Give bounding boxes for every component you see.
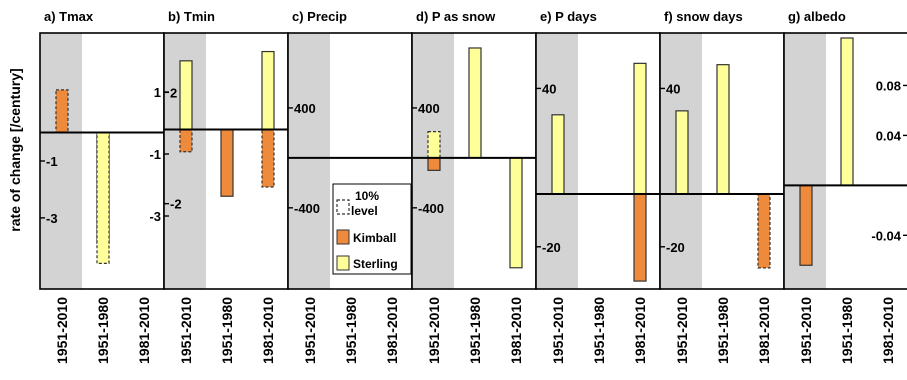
bar-sterling-1951-1980 xyxy=(96,131,110,265)
panel-title: a) Tmax xyxy=(44,9,94,24)
shade-lower xyxy=(660,193,702,289)
panel-5: f) snow days 40 -20 1951-2010 1951-1980 1981-… xyxy=(659,9,785,364)
shade-lower xyxy=(40,132,82,289)
legend-swatch-kimball xyxy=(336,229,350,245)
x-tick-label: 1981-2010 xyxy=(260,297,276,364)
x-tick-label: 1951-2010 xyxy=(798,297,814,364)
tick-label: -0.04 xyxy=(871,228,901,243)
shade-lower xyxy=(288,157,330,289)
x-tick-label: 1981-2010 xyxy=(756,297,772,364)
left-tick-label: -1 xyxy=(149,147,161,162)
bar-sterling-1951-2010 xyxy=(675,110,689,195)
tick-label: -400 xyxy=(418,201,444,216)
legend-label-kimball: Kimball xyxy=(353,231,396,245)
bar-sterling-1951-2010 xyxy=(427,131,441,159)
bar-kimball-1951-2010 xyxy=(427,157,441,171)
bar-sterling-1981-2010 xyxy=(633,62,647,195)
bar-kimball-1951-2010 xyxy=(179,128,193,153)
tick-label: -20 xyxy=(542,240,561,255)
legend: 10%level Kimball Sterling xyxy=(332,183,412,275)
bar-kimball-1951-2010 xyxy=(799,184,813,266)
x-tick-label: 1951-2010 xyxy=(426,297,442,364)
tick-label: -3 xyxy=(46,211,58,226)
x-tick-label: 1951-1980 xyxy=(839,297,855,364)
bar-kimball-1951-1980 xyxy=(220,128,234,197)
panel-2: c) Precip 400 -400 1951-2010 1951-1980 1981-2… xyxy=(287,9,413,364)
panel-title: d) P as snow xyxy=(416,9,496,24)
x-tick-label: 1951-2010 xyxy=(302,297,318,364)
shade-lower xyxy=(164,129,206,289)
x-tick-label: 1951-2010 xyxy=(674,297,690,364)
x-tick-label: 1951-1980 xyxy=(343,297,359,364)
legend-sig-label-2: level xyxy=(351,204,378,218)
x-tick-label: 1951-2010 xyxy=(550,297,566,364)
bar-sterling-1951-1980 xyxy=(840,37,854,186)
panel-title: e) P days xyxy=(540,9,597,24)
x-tick-label: 1951-2010 xyxy=(54,297,70,364)
x-tick-label: 1951-1980 xyxy=(219,297,235,364)
tick-label: 0.04 xyxy=(876,128,902,143)
tick-label: -20 xyxy=(666,240,685,255)
bar-sterling-1981-2010 xyxy=(261,50,275,131)
tick-label: 40 xyxy=(666,81,680,96)
x-tick-label: 1951-2010 xyxy=(178,297,194,364)
legend-sig-label-1: 10% xyxy=(355,189,379,203)
bar-sterling-1951-2010 xyxy=(551,114,565,195)
panel-4: e) P days 40 -20 1951-2010 1951-1980 1981-201… xyxy=(535,9,661,364)
x-tick-label: 1981-2010 xyxy=(136,297,152,364)
tick-label: -2 xyxy=(170,197,182,212)
legend-swatch-sterling xyxy=(336,255,350,271)
x-tick-label: 1951-1980 xyxy=(467,297,483,364)
panel-0: a) Tmax -1 -3 1951-2010 1951-1980 1981-2010 xyxy=(39,9,165,364)
bar-kimball-1951-2010 xyxy=(55,89,69,134)
panel-title: c) Precip xyxy=(292,9,347,24)
tick-label: 40 xyxy=(542,81,556,96)
bar-sterling-1951-2010 xyxy=(179,60,193,131)
bar-kimball-1981-2010 xyxy=(261,128,275,188)
panel-title: g) albedo xyxy=(788,9,846,24)
left-tick-label: -3 xyxy=(149,209,161,224)
tick-label: 2 xyxy=(170,85,177,100)
left-tick-label: 1 xyxy=(154,85,161,100)
tick-label: 400 xyxy=(418,101,440,116)
x-tick-label: 1951-1980 xyxy=(95,297,111,364)
y-axis-label: rate of change [/century] xyxy=(7,68,23,231)
tick-label: 0.08 xyxy=(876,78,901,93)
bar-sterling-1981-2010 xyxy=(509,157,523,269)
bar-sterling-1951-1980 xyxy=(716,64,730,195)
bar-sterling-1951-1980 xyxy=(468,47,482,159)
panel-6: g) albedo 0.08 0.04 -0.04 1951-2010 1951-1980… xyxy=(783,9,907,364)
x-tick-label: 1981-2010 xyxy=(384,297,400,364)
legend-dashed-swatch xyxy=(336,199,350,215)
bar-kimball-1981-2010 xyxy=(757,193,771,269)
panel-1: b) Tmin 2 -2 1951-2010 1951-1980 1981-2010 xyxy=(163,9,289,364)
panel-3: d) P as snow 400 -400 1951-2010 1951-1980 198… xyxy=(411,9,537,364)
shade-lower xyxy=(412,157,454,289)
tick-label: -400 xyxy=(294,201,320,216)
shade-upper xyxy=(288,33,330,158)
x-tick-label: 1981-2010 xyxy=(632,297,648,364)
bar-kimball-1981-2010 xyxy=(633,193,647,282)
x-tick-label: 1951-1980 xyxy=(715,297,731,364)
shade-lower xyxy=(536,193,578,289)
legend-label-sterling: Sterling xyxy=(353,257,398,271)
panel-title: f) snow days xyxy=(664,9,743,24)
x-tick-label: 1981-2010 xyxy=(508,297,524,364)
tick-label: 400 xyxy=(294,101,316,116)
panel-title: b) Tmin xyxy=(168,9,215,24)
x-tick-label: 1981-2010 xyxy=(880,297,896,364)
shade-upper xyxy=(784,33,826,186)
panel-frame xyxy=(783,32,907,290)
x-tick-label: 1951-1980 xyxy=(591,297,607,364)
tick-label: -1 xyxy=(46,154,58,169)
